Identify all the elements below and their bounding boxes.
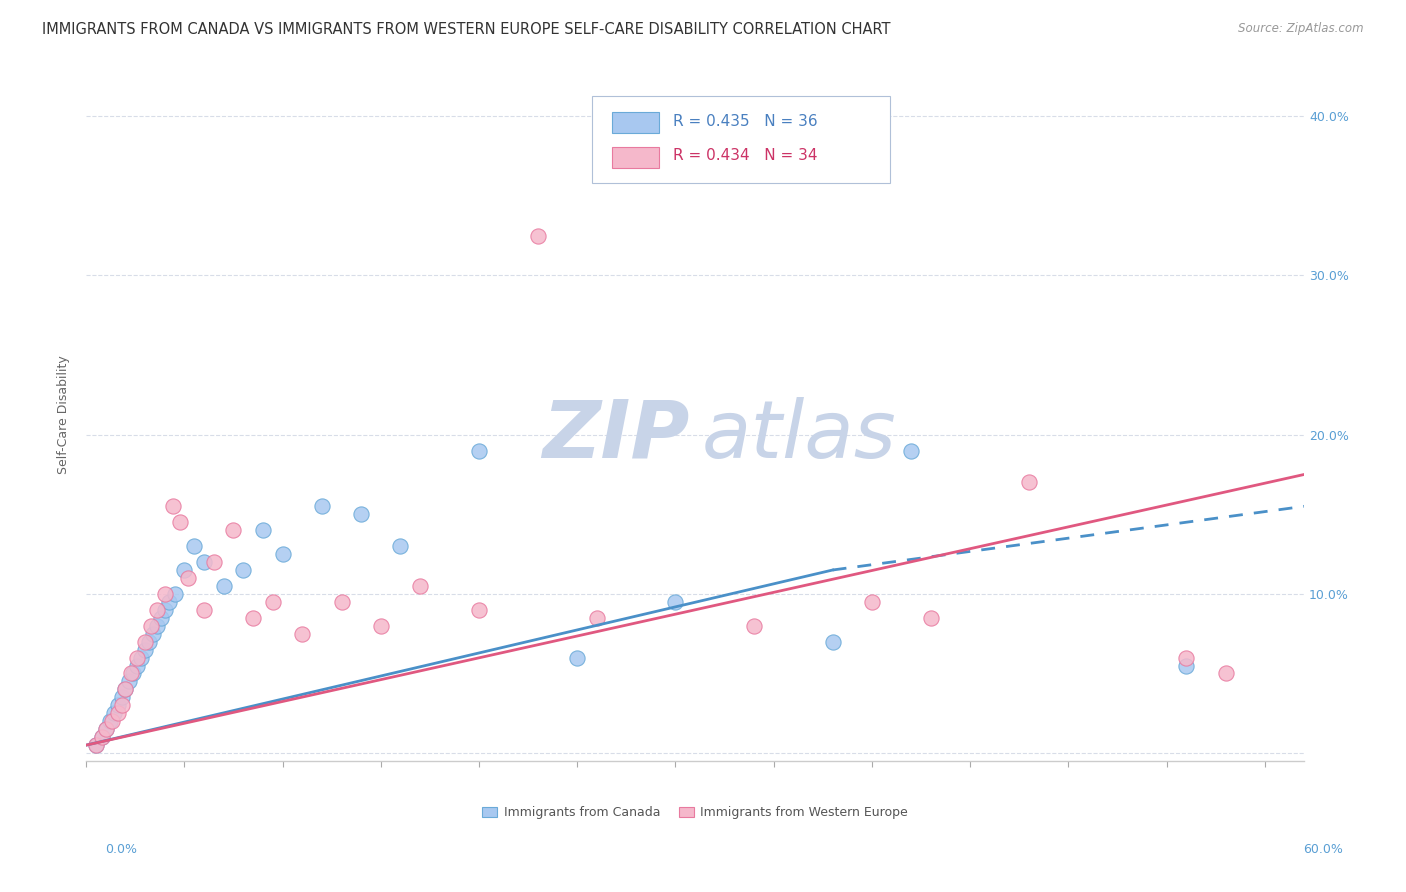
Point [139,618,162,632]
Point [157,595,180,609]
Point [110,690,132,705]
Point [163,587,186,601]
Point [129,650,152,665]
FancyBboxPatch shape [592,96,890,183]
Point [169,515,191,529]
Point [118,674,141,689]
Point [183,539,205,553]
Point [100,714,122,729]
Point [664,595,686,609]
Text: R = 0.434   N = 34: R = 0.434 N = 34 [673,148,818,163]
Point [193,555,215,569]
Text: Source: ZipAtlas.com: Source: ZipAtlas.com [1239,22,1364,36]
Point [146,618,169,632]
Point [134,642,156,657]
Point [173,563,195,577]
Point [468,603,491,617]
Text: atlas: atlas [702,397,896,475]
Point [1175,650,1198,665]
Point [821,634,844,648]
Point [162,500,184,514]
Text: 60.0%: 60.0% [1303,843,1343,856]
Point [389,539,412,553]
Legend: Immigrants from Canada, Immigrants from Western Europe: Immigrants from Canada, Immigrants from … [478,801,912,824]
Point [114,682,136,697]
Point [350,508,373,522]
Point [742,618,765,632]
Point [262,595,284,609]
Point [222,523,245,537]
Point [107,698,129,713]
Text: R = 0.435   N = 36: R = 0.435 N = 36 [673,113,818,128]
Point [527,228,550,243]
Point [212,579,235,593]
Point [311,500,333,514]
Point [468,443,491,458]
Point [107,706,129,721]
Point [1215,666,1237,681]
FancyBboxPatch shape [612,147,658,168]
Point [127,658,149,673]
Point [900,443,922,458]
Text: 0.0%: 0.0% [105,843,138,856]
Point [146,603,169,617]
Point [271,547,294,561]
Text: ZIP: ZIP [541,397,689,475]
Point [586,611,609,625]
Point [193,603,215,617]
Point [242,611,264,625]
Point [120,666,142,681]
Point [1175,658,1198,673]
FancyBboxPatch shape [612,112,658,133]
Point [153,603,176,617]
Point [177,571,200,585]
Point [291,626,314,640]
Point [149,611,172,625]
Point [567,650,589,665]
Point [1018,475,1040,490]
Point [110,698,132,713]
Point [90,730,112,744]
Point [94,722,117,736]
Point [122,666,145,681]
Point [202,555,225,569]
Point [252,523,274,537]
Point [153,587,176,601]
Point [370,618,392,632]
Text: IMMIGRANTS FROM CANADA VS IMMIGRANTS FROM WESTERN EUROPE SELF-CARE DISABILITY CO: IMMIGRANTS FROM CANADA VS IMMIGRANTS FRO… [42,22,890,37]
Point [103,706,125,721]
Y-axis label: Self-Care Disability: Self-Care Disability [58,355,70,475]
Point [860,595,883,609]
Point [84,738,107,752]
Point [98,714,121,729]
Point [114,682,136,697]
Point [920,611,942,625]
Point [409,579,432,593]
Point [138,634,160,648]
Point [134,634,156,648]
Point [127,650,149,665]
Point [94,722,117,736]
Point [84,738,107,752]
Point [330,595,353,609]
Point [142,626,165,640]
Point [232,563,254,577]
Point [90,730,112,744]
